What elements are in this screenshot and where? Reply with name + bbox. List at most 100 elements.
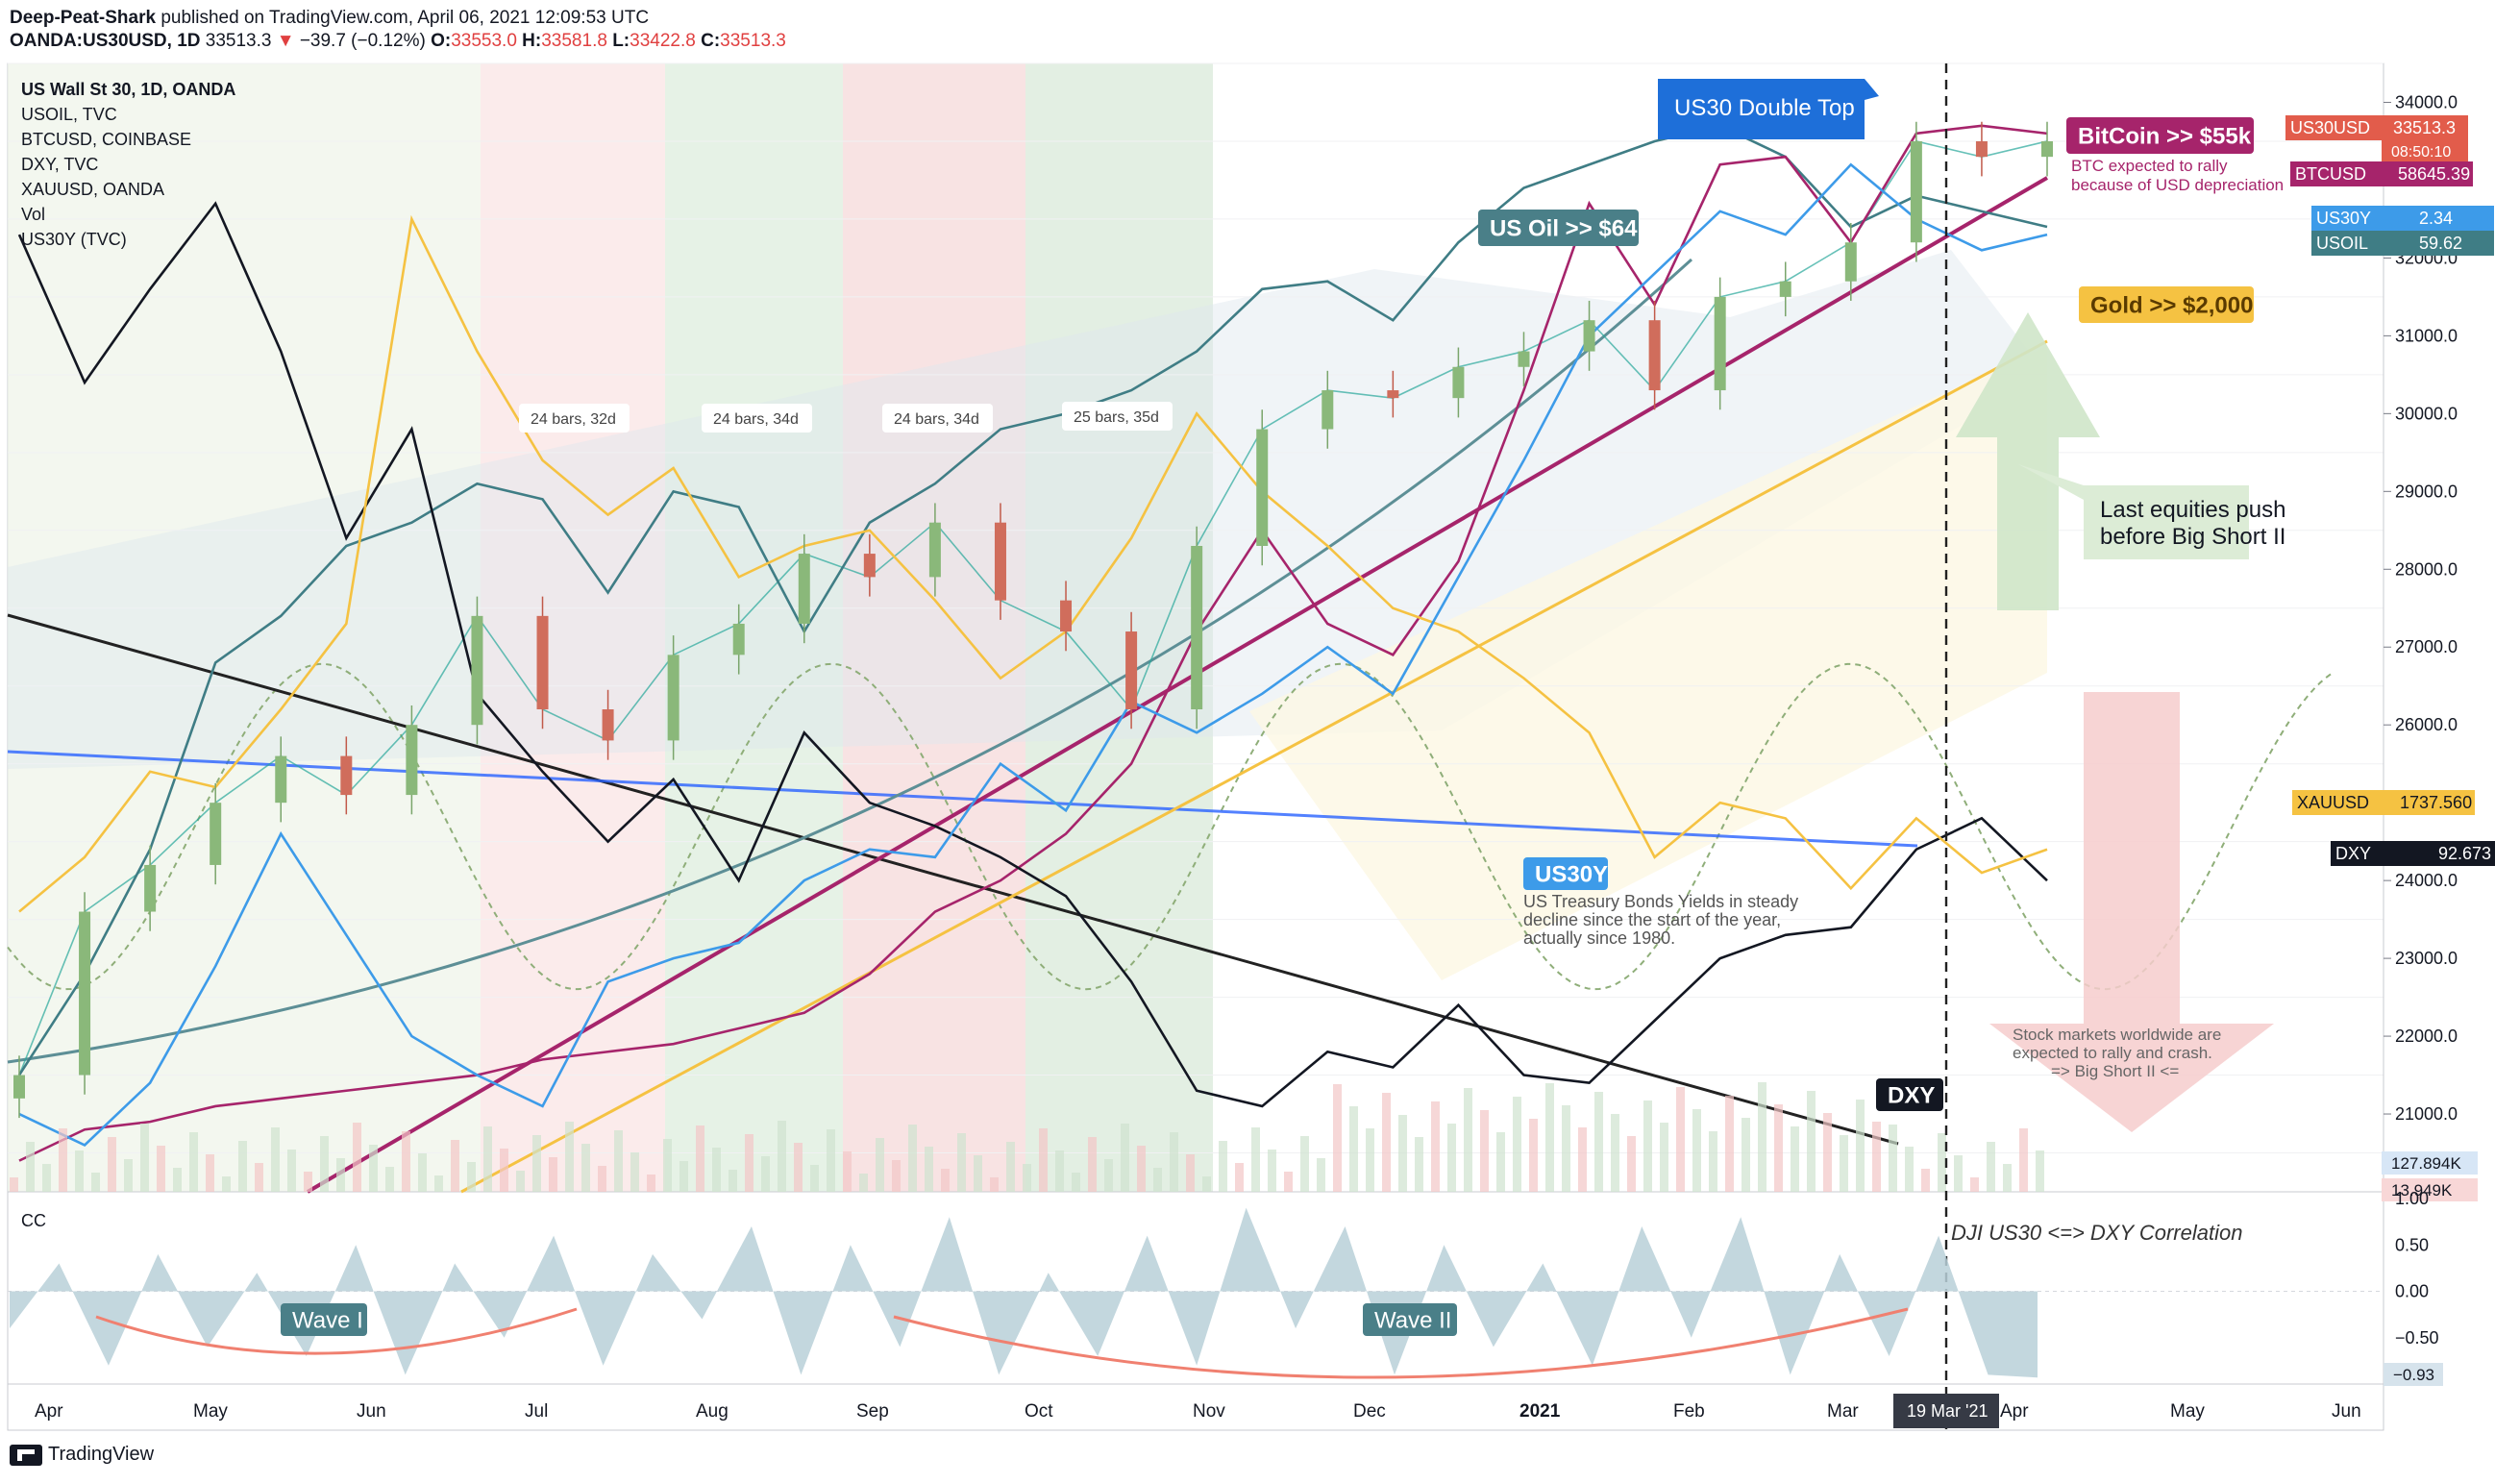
volume-bar bbox=[516, 1171, 525, 1192]
x-tick-label: Jun bbox=[357, 1401, 386, 1422]
legend-item[interactable]: DXY, TVC bbox=[21, 155, 99, 174]
volume-bar bbox=[75, 1150, 84, 1192]
x-tick-label: Nov bbox=[1193, 1401, 1225, 1422]
green-up-arrow bbox=[1956, 312, 2100, 610]
volume-bar bbox=[1431, 1101, 1440, 1192]
last-push-line: Last equities push bbox=[2100, 497, 2285, 523]
volume-bar bbox=[222, 1176, 231, 1192]
bars-count-label: 24 bars, 34d bbox=[894, 411, 979, 428]
us30y-note-line: actually since 1980. bbox=[1523, 928, 1675, 948]
author-name[interactable]: Deep-Peat-Shark bbox=[10, 8, 157, 28]
us30y-label: US30Y bbox=[1535, 862, 1608, 888]
legend-item[interactable]: XAUUSD, OANDA bbox=[21, 180, 165, 199]
price-label-value: 2.34 bbox=[2419, 209, 2453, 228]
series-line-xauusd bbox=[18, 214, 2048, 913]
candle-body bbox=[994, 522, 1006, 601]
btc-note-line: because of USD depreciation bbox=[2071, 176, 2284, 194]
wave-arc bbox=[95, 1307, 578, 1355]
volume-bar bbox=[1333, 1084, 1342, 1192]
volume-bar bbox=[892, 1160, 901, 1192]
x-tick-label: Mar bbox=[1827, 1401, 1859, 1422]
volume-bar bbox=[1072, 1173, 1080, 1192]
volume-bar bbox=[1676, 1087, 1685, 1192]
gold-curve bbox=[460, 339, 2048, 1194]
y-tick-label: 21000.0 bbox=[2395, 1104, 2458, 1124]
bars-count-label: 24 bars, 34d bbox=[713, 411, 799, 428]
candle-body bbox=[1518, 351, 1530, 367]
oil-target-label: US Oil >> $64 bbox=[1490, 216, 1638, 242]
volume-bar bbox=[385, 1167, 394, 1192]
volume-bar bbox=[1088, 1137, 1097, 1192]
candle-body bbox=[1975, 140, 1988, 158]
btc-trendline bbox=[306, 176, 2049, 1194]
volume-bar bbox=[157, 1146, 165, 1192]
volume-label-box bbox=[2382, 1151, 2478, 1175]
volume-bar bbox=[1023, 1164, 1031, 1192]
gold-target-label: Gold >> $2,000 bbox=[2090, 293, 2253, 319]
legend-item[interactable]: US Wall St 30, 1D, OANDA bbox=[21, 80, 236, 99]
cc-y-tick-label: −0.50 bbox=[2395, 1328, 2439, 1348]
change-text: −39.7 (−0.12%) bbox=[299, 31, 426, 51]
dxy-trendline bbox=[7, 613, 1899, 1146]
candle-body bbox=[1583, 320, 1595, 352]
last-push-callout bbox=[2018, 464, 2249, 559]
date-marker-badge bbox=[1893, 1394, 1999, 1428]
legend-item[interactable]: BTCUSD, COINBASE bbox=[21, 130, 192, 149]
volume-bar bbox=[467, 1162, 476, 1192]
volume-bar bbox=[663, 1139, 672, 1192]
y-tick-label: 26000.0 bbox=[2395, 715, 2458, 734]
volume-bar bbox=[1987, 1142, 1995, 1192]
symbol-info: OANDA:US30USD, 1D 33513.3 ▼ −39.7 (−0.12… bbox=[10, 31, 786, 52]
btc-note-line: BTC expected to rally bbox=[2071, 157, 2228, 175]
volume-bar bbox=[729, 1170, 737, 1192]
y-tick-label: 24000.0 bbox=[2395, 871, 2458, 890]
btc-target-label: BitCoin >> $55k bbox=[2078, 124, 2252, 150]
volume-bar bbox=[91, 1173, 100, 1192]
volume-bar bbox=[1251, 1127, 1260, 1192]
volume-bar bbox=[614, 1130, 623, 1192]
volume-bar bbox=[238, 1141, 247, 1192]
volume-bar bbox=[2003, 1164, 2012, 1192]
legend-item[interactable]: Vol bbox=[21, 205, 46, 224]
volume-bar bbox=[1055, 1150, 1064, 1192]
footer: TradingView bbox=[10, 1444, 154, 1466]
volume-bar bbox=[287, 1150, 296, 1192]
legend-item[interactable]: USOIL, TVC bbox=[21, 105, 117, 124]
price-label-name: US30USD bbox=[2290, 118, 2370, 137]
bars-count-label-box bbox=[882, 404, 993, 433]
volume-bar bbox=[876, 1138, 884, 1192]
price-label-value: 1737.560 bbox=[2400, 793, 2472, 812]
volume-bar bbox=[1823, 1113, 1832, 1192]
red-zone bbox=[843, 63, 1025, 1192]
volume-bar bbox=[990, 1177, 999, 1192]
volume-label: 13.949K bbox=[2391, 1181, 2453, 1200]
price-label-box bbox=[2331, 841, 2495, 866]
volume-bar bbox=[1889, 1125, 1897, 1192]
volume-bar bbox=[581, 1144, 590, 1192]
y-tick-label: 30000.0 bbox=[2395, 404, 2458, 423]
volume-bar bbox=[1300, 1136, 1309, 1192]
volume-bar bbox=[1121, 1124, 1129, 1192]
x-tick-label: Jul bbox=[525, 1401, 548, 1422]
candle-body bbox=[1191, 545, 1203, 710]
footer-brand[interactable]: TradingView bbox=[48, 1444, 155, 1465]
volume-bar bbox=[1545, 1083, 1554, 1192]
volume-bar bbox=[1840, 1135, 1848, 1192]
o-value: 33553.0 bbox=[451, 31, 517, 51]
volume-bar bbox=[1643, 1101, 1652, 1192]
red-zone bbox=[481, 63, 665, 1192]
last-push-line: before Big Short II bbox=[2100, 524, 2285, 550]
correlation-label: DJI US30 <=> DXY Correlation bbox=[1951, 1221, 2242, 1245]
volume-bar bbox=[1742, 1118, 1750, 1192]
legend-item[interactable]: US30Y (TVC) bbox=[21, 230, 127, 249]
dxy-label-box bbox=[1876, 1078, 1943, 1111]
volume-bar bbox=[1480, 1110, 1489, 1192]
volume-bar bbox=[794, 1143, 803, 1192]
correlation-area bbox=[10, 1207, 2038, 1378]
red-down-arrow bbox=[1989, 692, 2274, 1132]
volume-bar bbox=[1170, 1132, 1178, 1192]
gold-target-label-box bbox=[2079, 286, 2254, 323]
candle-body bbox=[275, 755, 287, 804]
x-tick-label: Apr bbox=[35, 1401, 63, 1422]
